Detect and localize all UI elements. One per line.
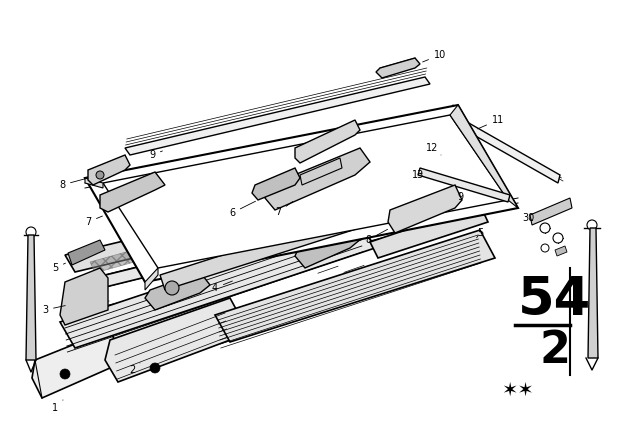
Text: 5: 5	[477, 228, 483, 238]
Text: 2: 2	[129, 363, 140, 375]
Polygon shape	[100, 172, 165, 212]
Circle shape	[96, 171, 104, 179]
Text: 12: 12	[426, 143, 441, 155]
Polygon shape	[252, 168, 300, 200]
Polygon shape	[376, 58, 420, 78]
Polygon shape	[555, 246, 567, 256]
Text: 2: 2	[540, 328, 570, 371]
Polygon shape	[295, 225, 362, 268]
Circle shape	[60, 369, 70, 379]
Text: 54: 54	[518, 274, 591, 326]
Polygon shape	[370, 205, 488, 258]
Circle shape	[438, 149, 444, 155]
Polygon shape	[530, 198, 572, 225]
Polygon shape	[60, 268, 108, 325]
Circle shape	[165, 281, 179, 295]
Text: 8: 8	[365, 229, 388, 245]
Text: ✶✶: ✶✶	[502, 380, 534, 400]
Polygon shape	[458, 118, 560, 183]
Polygon shape	[68, 240, 105, 265]
Polygon shape	[300, 158, 342, 185]
Polygon shape	[26, 235, 36, 360]
Text: 7: 7	[275, 202, 292, 217]
Text: 10: 10	[422, 50, 446, 62]
Text: 8: 8	[59, 179, 85, 190]
Polygon shape	[65, 185, 470, 297]
Polygon shape	[160, 208, 378, 290]
Text: 3: 3	[42, 305, 65, 315]
Text: 11: 11	[477, 115, 504, 129]
Polygon shape	[215, 230, 495, 342]
Polygon shape	[588, 228, 598, 358]
Polygon shape	[88, 155, 130, 185]
Text: 5: 5	[52, 263, 65, 273]
Circle shape	[541, 244, 549, 252]
Polygon shape	[388, 185, 462, 233]
Circle shape	[587, 220, 597, 230]
Polygon shape	[32, 330, 118, 398]
Polygon shape	[145, 268, 158, 290]
Text: 13: 13	[412, 170, 424, 180]
Polygon shape	[295, 120, 360, 163]
Polygon shape	[145, 272, 210, 310]
Text: 7: 7	[85, 216, 102, 227]
Text: 6: 6	[229, 201, 255, 218]
Polygon shape	[125, 77, 430, 155]
Polygon shape	[85, 178, 103, 188]
Text: 30: 30	[522, 213, 534, 223]
Polygon shape	[65, 158, 480, 272]
Text: 4: 4	[212, 281, 232, 293]
Circle shape	[553, 233, 563, 243]
Polygon shape	[103, 115, 508, 268]
Polygon shape	[60, 222, 375, 348]
Polygon shape	[85, 105, 518, 282]
Text: 9: 9	[457, 192, 463, 202]
Polygon shape	[418, 168, 510, 202]
Circle shape	[26, 227, 36, 237]
Polygon shape	[265, 148, 370, 210]
Polygon shape	[65, 185, 485, 312]
Circle shape	[150, 363, 160, 373]
Polygon shape	[105, 298, 242, 382]
Polygon shape	[65, 285, 82, 312]
Circle shape	[540, 223, 550, 233]
Polygon shape	[90, 170, 428, 273]
Text: 1: 1	[52, 400, 63, 413]
Polygon shape	[450, 105, 518, 208]
Text: 9: 9	[149, 150, 163, 160]
